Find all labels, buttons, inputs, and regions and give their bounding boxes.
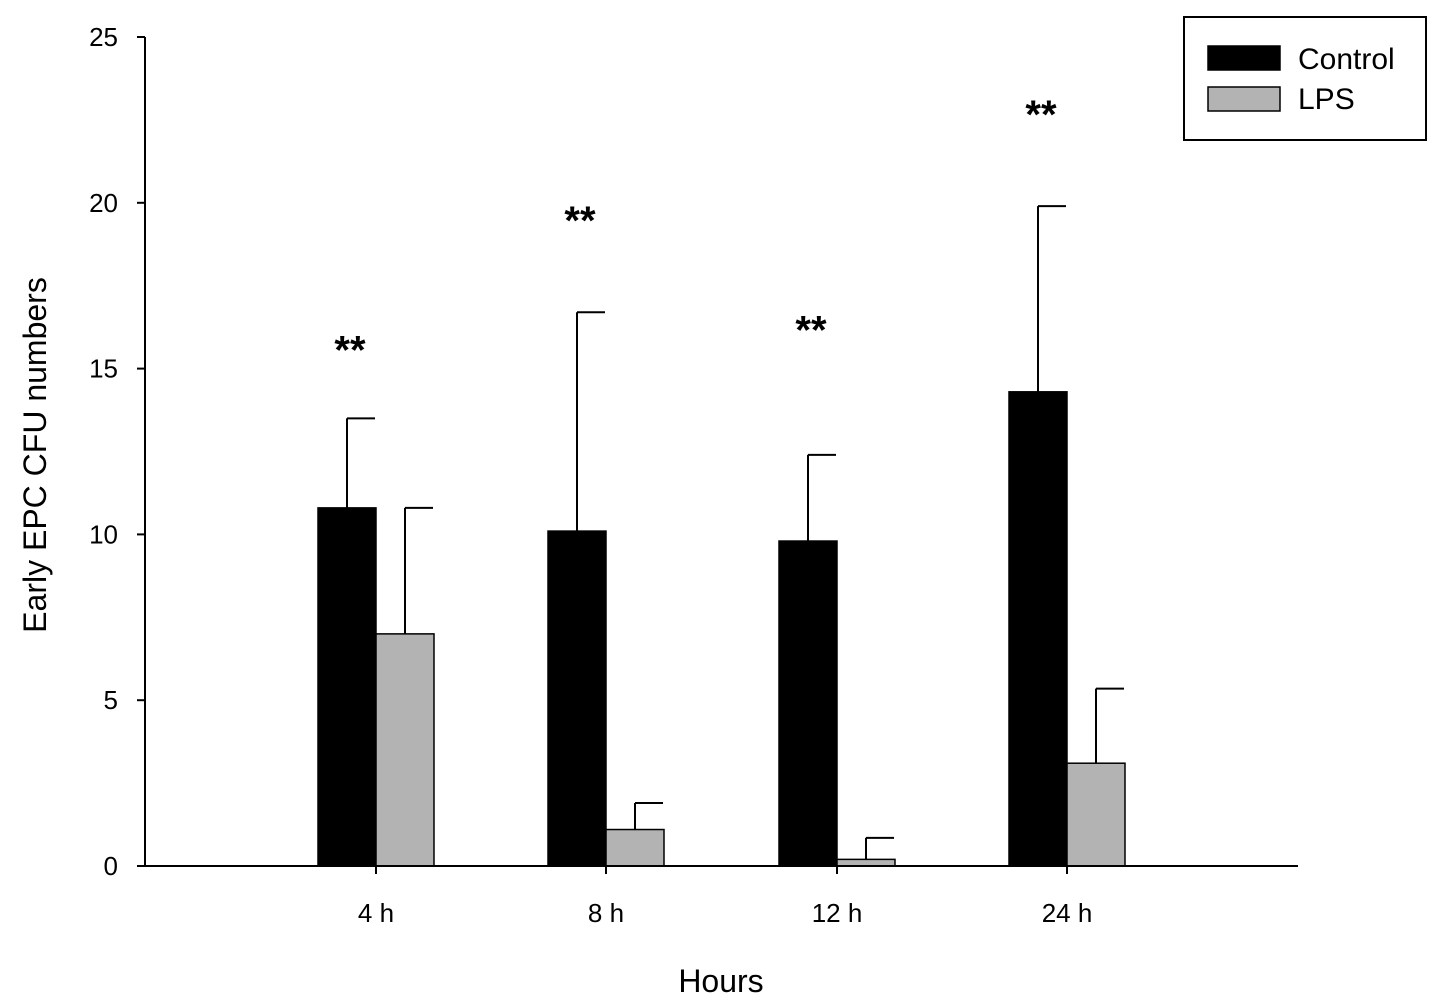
x-tick-label: 12 h <box>812 898 863 928</box>
bar-control <box>778 540 838 867</box>
significance-marker: ** <box>1025 93 1057 137</box>
x-tick-label: 8 h <box>588 898 624 928</box>
y-tick-label: 20 <box>89 188 118 218</box>
x-axis-title: Hours <box>678 963 763 999</box>
legend-swatch-control <box>1207 45 1281 71</box>
y-tick-label: 15 <box>89 354 118 384</box>
x-tick-label: 24 h <box>1042 898 1093 928</box>
significance-marker: ** <box>334 328 366 372</box>
y-tick-label: 5 <box>104 685 118 715</box>
legend-label-control: Control <box>1298 43 1395 76</box>
bar-control <box>317 507 377 867</box>
bar-lps <box>605 828 665 867</box>
legend-box <box>1183 16 1427 141</box>
y-tick-label: 0 <box>104 851 118 881</box>
legend-swatch-lps <box>1207 86 1281 112</box>
significance-marker: ** <box>564 199 596 243</box>
x-tick-label: 4 h <box>358 898 394 928</box>
x-ticks: 4 h 8 h 12 h 24 h <box>358 866 1092 928</box>
bar-control <box>1008 391 1068 867</box>
bar-control <box>547 530 607 867</box>
legend: Control LPS <box>1183 16 1427 141</box>
y-ticks: 0 5 10 15 20 25 <box>89 22 145 881</box>
chart-marks: ** ** ** ** <box>317 93 1126 867</box>
bar-lps <box>1066 762 1126 867</box>
y-tick-label: 25 <box>89 22 118 52</box>
legend-label-lps: LPS <box>1298 83 1355 116</box>
significance-marker: ** <box>795 309 827 353</box>
y-axis-title: Early EPC CFU numbers <box>17 277 53 633</box>
y-tick-label: 10 <box>89 519 118 549</box>
bar-lps <box>375 633 435 867</box>
